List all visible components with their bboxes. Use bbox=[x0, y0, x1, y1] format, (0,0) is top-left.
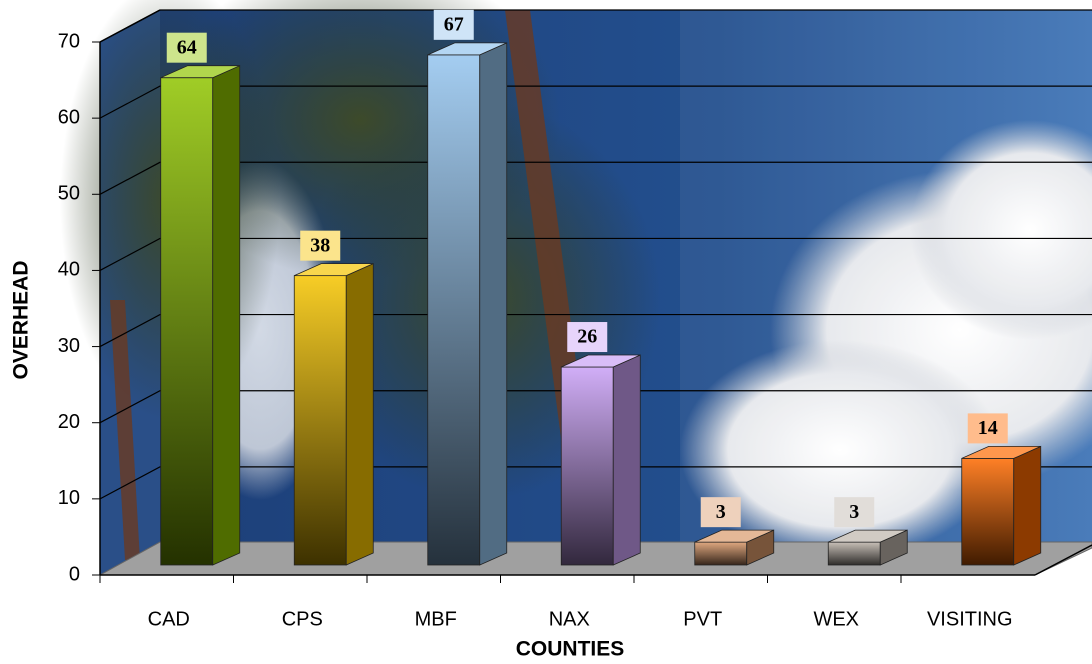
bar-top bbox=[427, 42, 507, 56]
bar-top bbox=[694, 529, 774, 543]
y-tick-label: 60 bbox=[58, 106, 80, 128]
y-tick-label: 50 bbox=[58, 183, 80, 205]
bar bbox=[961, 457, 1015, 566]
y-tick-label: 40 bbox=[58, 259, 80, 281]
bar-top bbox=[294, 263, 374, 277]
x-tick-label: VISITING bbox=[927, 608, 1013, 630]
value-label: 38 bbox=[310, 234, 330, 256]
value-label-box bbox=[433, 9, 474, 40]
grid-line bbox=[99, 237, 1092, 271]
bar-top bbox=[561, 354, 641, 368]
x-tick-label: PVT bbox=[683, 608, 722, 630]
value-label: 67 bbox=[444, 13, 464, 35]
axis-depth bbox=[99, 9, 161, 43]
bar bbox=[694, 541, 748, 566]
y-tick-label: 70 bbox=[58, 30, 80, 52]
axis-depth bbox=[1034, 544, 1092, 576]
x-tick-label: MBF bbox=[415, 608, 457, 630]
bar-top bbox=[828, 529, 908, 543]
bar-top bbox=[961, 445, 1041, 459]
value-label-box bbox=[166, 32, 207, 63]
value-label-box bbox=[300, 230, 341, 261]
x-axis-title: COUNTIES bbox=[516, 638, 625, 661]
value-label-box bbox=[834, 497, 875, 528]
bar-top bbox=[160, 65, 240, 79]
x-tick-label: CAD bbox=[148, 608, 190, 630]
bar bbox=[293, 275, 347, 566]
bar-side bbox=[345, 263, 374, 566]
value-label: 3 bbox=[849, 501, 859, 523]
value-label: 64 bbox=[177, 36, 197, 58]
bar-side bbox=[1013, 445, 1042, 566]
x-tick-label: NAX bbox=[549, 608, 590, 630]
bar-side bbox=[612, 354, 641, 566]
grid-line bbox=[99, 390, 1092, 424]
y-tick-label: 20 bbox=[58, 411, 80, 433]
grid-line bbox=[99, 161, 1092, 195]
bar-side bbox=[479, 42, 508, 566]
bar bbox=[160, 77, 214, 566]
value-label-box bbox=[567, 322, 608, 353]
grid-line bbox=[99, 466, 1092, 500]
bar bbox=[827, 541, 881, 566]
bars: 64 38 67 26 3 3 14 bbox=[160, 9, 1042, 566]
y-tick-label: 10 bbox=[58, 487, 80, 509]
grid-line bbox=[99, 313, 1092, 348]
value-label-box bbox=[700, 497, 741, 528]
grid-line bbox=[99, 85, 1092, 119]
x-tick-label: CPS bbox=[282, 608, 323, 630]
x-tick-label: WEX bbox=[813, 608, 859, 630]
value-label-box bbox=[967, 413, 1008, 444]
y-tick-label: 30 bbox=[58, 335, 80, 357]
value-label: 3 bbox=[716, 501, 726, 523]
bar bbox=[427, 54, 481, 566]
y-axis-title: OVERHEAD bbox=[10, 260, 33, 379]
y-tick-label: 0 bbox=[69, 563, 80, 585]
bar bbox=[560, 366, 614, 566]
bar-side bbox=[212, 65, 241, 566]
value-label: 14 bbox=[978, 417, 998, 439]
value-label: 26 bbox=[577, 326, 597, 348]
